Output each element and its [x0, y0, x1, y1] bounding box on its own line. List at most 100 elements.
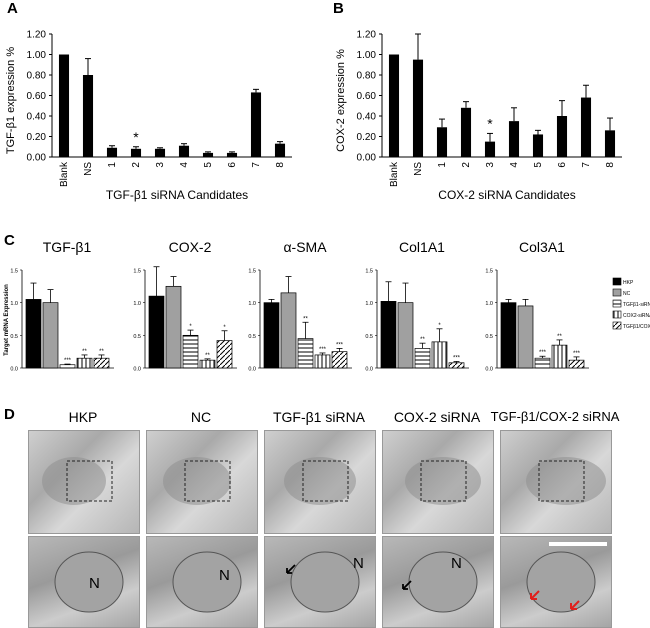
y-axis-label: TGF-β1 expression % [5, 47, 17, 154]
x-tick-label: 4 [179, 162, 190, 168]
bar [25, 299, 42, 369]
cell-outline [163, 457, 231, 505]
x-tick-label: 2 [461, 162, 472, 168]
significance-star: ** [99, 349, 104, 355]
y-axis-label: Target mRNA Expression [4, 284, 10, 356]
nucleus-label: N [219, 567, 230, 584]
em-overview-image [264, 430, 376, 534]
y-tick-label: 0.0 [485, 367, 493, 373]
legend-swatch [612, 288, 622, 297]
em-image-grid: HKP N NC N TGF-β1 siRNA N COX-2 siRNA N TGF-β1/C… [0, 400, 650, 628]
bar [154, 148, 166, 157]
x-tick-label: NS [83, 162, 94, 176]
x-tick-label: Blank [59, 161, 70, 187]
bar [568, 359, 585, 369]
scale-bar [549, 542, 607, 546]
bar [431, 341, 448, 369]
cox-2-sirna-chart: 0.00 0.20 0.40 0.60 0.80 1.00 1.20 COX-2 expres… [335, 30, 622, 202]
y-tick-label: 1.0 [248, 301, 256, 307]
legend-swatch [612, 310, 622, 319]
bar [165, 285, 182, 369]
legend-label: COX2-siRNA [623, 313, 650, 319]
bar [59, 364, 76, 369]
y-tick-label: 0.60 [357, 91, 377, 102]
x-tick-label: 6 [227, 162, 238, 168]
black-arrow-icon [402, 580, 412, 590]
significance-star: *** [336, 342, 344, 348]
black-arrow-icon [286, 564, 296, 574]
significance-star: ** [82, 349, 87, 355]
bar [130, 148, 142, 157]
y-tick-label: 0.5 [10, 334, 18, 340]
em-column-title: TGF-β1 siRNA [272, 409, 366, 425]
y-tick-label: 0.0 [10, 367, 18, 373]
bar [314, 354, 331, 369]
y-tick-label: 0.00 [27, 153, 47, 164]
x-tick-label: 8 [275, 162, 286, 168]
bar [263, 302, 280, 369]
em-zoom-image: N [146, 536, 258, 628]
significance-star: *** [64, 358, 72, 364]
significance-star: * [487, 115, 493, 131]
y-axis-label: COX-2 expression % [335, 49, 347, 152]
significance-star: * [133, 129, 139, 145]
nucleus-outline [172, 551, 242, 613]
legend-swatch [612, 277, 622, 286]
x-tick-label: 2 [131, 162, 142, 168]
bar [178, 145, 190, 157]
bar [414, 348, 431, 369]
y-tick-label: 0.60 [27, 91, 47, 102]
y-tick-label: 0.80 [27, 71, 47, 82]
legend-label: NC [623, 291, 631, 297]
y-tick-label: 0.5 [248, 334, 256, 340]
y-tick-label: 0.5 [133, 334, 141, 340]
y-tick-label: 1.0 [485, 301, 493, 307]
significance-star: * [189, 324, 192, 330]
bar [182, 334, 199, 369]
panel-letter-b: B [333, 0, 344, 17]
x-tick-label: 7 [581, 162, 592, 168]
cell-outline [405, 457, 481, 505]
em-column-title: HKP [68, 409, 98, 425]
y-tick-label: 0.5 [365, 334, 373, 340]
red-arrow-icon [570, 600, 580, 610]
panel-letter-c: C [4, 232, 15, 249]
y-tick-label: 1.5 [248, 269, 256, 275]
bar [460, 107, 472, 157]
nucleus-label: N [451, 555, 462, 572]
x-tick-label: 8 [605, 162, 616, 168]
nucleus-outline [286, 551, 360, 613]
significance-star: *** [319, 347, 327, 353]
bar [508, 121, 520, 157]
subchart-title: α-SMA [283, 239, 327, 255]
subchart-title: COX-2 [169, 239, 212, 255]
bar [500, 302, 517, 369]
em-zoom-image: N [382, 536, 494, 628]
y-tick-label: 0.40 [357, 112, 377, 123]
tgf-b1-sirna-chart: 0.00 0.20 0.40 0.60 0.80 1.00 1.20 TGF-β1 expre… [5, 30, 292, 202]
nucleus-label: N [89, 575, 100, 592]
significance-star: * [438, 323, 441, 329]
significance-star: *** [539, 350, 547, 356]
x-tick-label: 3 [485, 162, 496, 168]
em-overview-image [28, 430, 140, 534]
y-tick-label: 1.00 [357, 50, 377, 61]
significance-star: ** [205, 353, 210, 359]
bar [93, 357, 110, 369]
y-tick-label: 1.5 [133, 269, 141, 275]
y-tick-label: 0.5 [485, 334, 493, 340]
red-arrow-icon [530, 590, 540, 600]
bar [331, 351, 348, 369]
legend-label: HKP [623, 280, 634, 286]
bar [250, 92, 262, 157]
subchart-title: TGF-β1 [43, 239, 92, 255]
em-overview-image [146, 430, 258, 534]
y-tick-label: 0.20 [357, 132, 377, 143]
legend-label: TGFβ1/COX2-siRNA [623, 324, 650, 330]
bar [199, 359, 216, 369]
x-tick-label: 5 [203, 162, 214, 168]
nucleus-outline [54, 551, 124, 613]
x-tick-label: 3 [155, 162, 166, 168]
em-zoom-image: N [264, 536, 376, 628]
em-overview-image [500, 430, 612, 534]
